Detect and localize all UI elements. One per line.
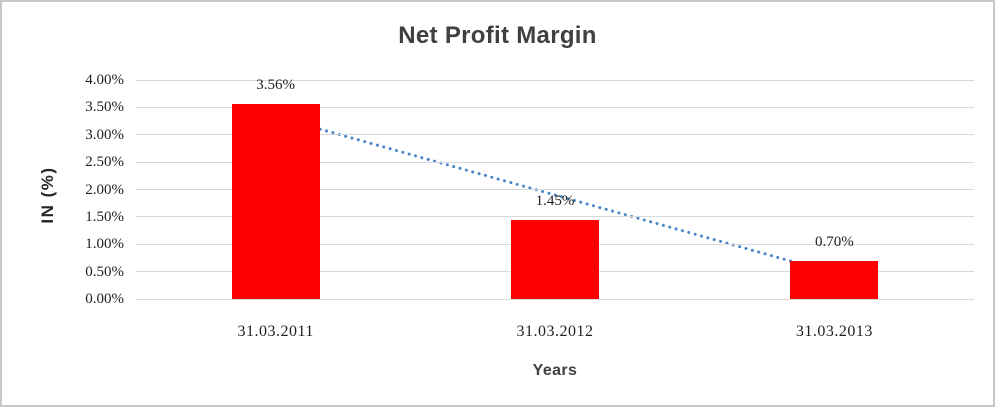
bar [790,260,879,299]
gridline [136,161,974,163]
gridline [136,189,974,190]
x-tick-label: 31.03.2012 [516,323,594,340]
x-tick-label: 31.03.2011 [237,323,314,340]
y-tick-label: 3.50% [85,99,124,116]
y-tick-label: 1.50% [85,208,124,225]
gridline [136,79,974,81]
y-tick-label: 1.00% [85,236,124,253]
gridline [136,134,974,136]
y-tick-label: 0.00% [85,291,124,307]
x-axis-title: Years [532,362,578,379]
data-label: 1.45% [535,192,575,209]
bar [511,219,599,299]
y-tick-label: 2.00% [85,181,124,198]
data-label: 3.56% [256,77,296,94]
bar [231,104,320,299]
gridline [136,298,974,300]
y-tick-label: 4.00% [85,72,124,88]
y-tick-label: 0.50% [85,263,124,280]
y-tick-label: 3.00% [85,126,124,143]
plot-area: 3.56% 1.45% 0.70% [136,77,974,300]
x-tick-label: 31.03.2013 [795,323,873,340]
y-tick-label: 2.50% [85,154,124,171]
data-label: 0.70% [814,233,854,250]
chart-title: Net Profit Margin [398,22,597,49]
gridline [136,106,974,108]
gridline [136,216,974,218]
